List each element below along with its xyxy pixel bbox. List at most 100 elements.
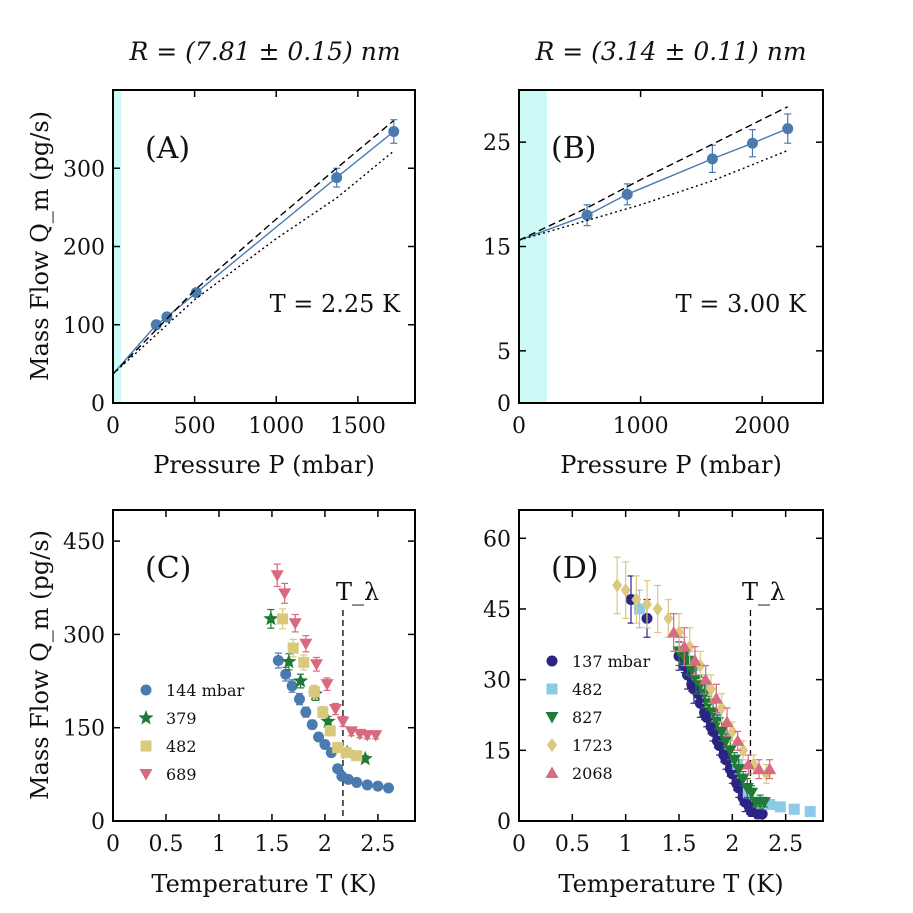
- panel-d-point: [788, 803, 800, 815]
- panel-d-lambda-label: T_λ: [742, 578, 785, 606]
- panel-c-point: [286, 680, 298, 692]
- panel-c-point: [329, 704, 343, 716]
- panel-d-xtick-label: 0.5: [555, 832, 590, 857]
- panel-c-legend-marker: [139, 769, 153, 781]
- panel-a-xtick-label: 500: [174, 414, 216, 439]
- panel-d-legend-label: 2068: [572, 764, 613, 783]
- title-left: R = (7.81 ± 0.15) nm: [128, 37, 400, 66]
- panel-d-point: [719, 735, 733, 748]
- panel-c-point: [299, 638, 313, 651]
- panel-c-point: [342, 773, 354, 785]
- panel-d-legend-label: 137 mbar: [572, 652, 651, 671]
- panel-d-point: [727, 754, 741, 767]
- panel-b-ytick-label: 5: [497, 340, 511, 365]
- panel-d-label: (D): [551, 551, 598, 586]
- panel-d-point: [706, 682, 716, 697]
- panel-c-legend-label: 689: [166, 765, 197, 784]
- panel-c-point: [372, 780, 384, 792]
- panel-d-point: [663, 611, 674, 626]
- panel-c-legend-marker: [138, 710, 154, 725]
- panel-c-point: [360, 730, 374, 742]
- panel-b-plot-area: [519, 106, 794, 241]
- panel-d-point: [774, 801, 786, 813]
- panel-a-plot-area: [113, 119, 400, 375]
- panel-c-point: [351, 776, 363, 788]
- panel-a-label: (A): [145, 131, 190, 166]
- panel-c-point: [270, 570, 284, 582]
- panel-c-point: [293, 693, 305, 705]
- panel-d-legend-marker: [547, 738, 557, 752]
- panel-d-xlabel: Temperature T (K): [558, 870, 783, 898]
- panel-c: 0 0.5 1 1.5 2 2.5 0 150 300 450 144 mbar 379 482 689: [63, 510, 415, 857]
- panel-c-point: [313, 731, 325, 743]
- panel-c-point: [277, 613, 289, 625]
- panel-c-point: [357, 750, 373, 766]
- panel-a-xtick-label: 1000: [248, 414, 304, 439]
- panel-c-legend-label: 144 mbar: [166, 681, 245, 700]
- panel-d-legend-marker: [546, 683, 558, 695]
- panel-c-point: [351, 750, 363, 762]
- panel-c-point: [317, 706, 329, 718]
- panel-d: 0 0.5 1 1.5 2 2.5 0 15 30 45 60 137 mbar 482 827 1723 2…: [483, 510, 823, 857]
- panel-b-label: (B): [551, 131, 596, 166]
- panel-d-legend-label: 827: [572, 708, 603, 727]
- panel-d-point: [731, 734, 745, 746]
- panel-c-point: [300, 706, 312, 718]
- panel-d-xtick-label: 1.5: [662, 832, 697, 857]
- panel-d-point: [710, 717, 724, 729]
- panel-c-point: [272, 655, 284, 667]
- panel-d-point: [705, 721, 717, 733]
- panel-d-plot-area: [612, 556, 816, 821]
- panel-c-point: [320, 679, 334, 691]
- panel-b-frame: [518, 89, 824, 404]
- panel-c-point: [336, 716, 350, 728]
- panel-c-legend-marker: [140, 684, 152, 696]
- panel-c-point: [288, 618, 302, 630]
- panel-c-xtick-label: 2.5: [360, 832, 395, 857]
- panel-d-xtick-label: 2.5: [768, 832, 803, 857]
- panel-d-point: [745, 787, 759, 800]
- panel-c-point: [278, 588, 292, 600]
- panel-b-upper-curve: [519, 106, 789, 241]
- panel-b: 0 1000 2000 0 5 15 25: [483, 90, 823, 439]
- panel-a-temperature: T = 2.25 K: [270, 290, 401, 318]
- panel-d-point: [731, 777, 743, 789]
- panel-d-point: [741, 757, 755, 770]
- panel-a: 0 500 1000 1500 0 100 200 300: [63, 90, 415, 439]
- panel-d-point: [676, 651, 690, 663]
- panel-c-point: [292, 673, 309, 688]
- panel-d-point: [709, 691, 723, 704]
- panel-c-point: [332, 742, 344, 754]
- panel-d-legend-marker: [545, 712, 559, 724]
- panel-d-ytick-label: 15: [483, 739, 511, 764]
- panel-c-point: [309, 659, 323, 671]
- panel-d-point: [718, 749, 730, 761]
- panel-c-ytick-label: 0: [91, 810, 105, 835]
- panel-b-ytick-label: 25: [483, 131, 511, 156]
- panel-d-ytick-label: 60: [483, 527, 511, 552]
- panel-a-ytick-label: 100: [63, 314, 105, 339]
- panel-c-point: [308, 686, 320, 698]
- panel-c-legend-label: 379: [166, 709, 197, 728]
- panel-d-point: [764, 799, 776, 811]
- panel-c-point: [340, 747, 352, 759]
- panel-b-fit-curve: [519, 127, 788, 241]
- panel-b-xtick-label: 2000: [734, 414, 790, 439]
- panel-c-lambda-label: T_λ: [336, 578, 379, 606]
- panel-c-point: [319, 738, 331, 750]
- panel-a-frame: [112, 89, 416, 404]
- panel-a-ytick-label: 0: [91, 392, 105, 417]
- panel-a-fit-curve: [113, 130, 395, 375]
- panel-d-ytick-label: 0: [497, 810, 511, 835]
- panel-c-point: [281, 653, 297, 669]
- panel-d-point: [688, 654, 702, 666]
- panel-c-point: [306, 719, 318, 731]
- panel-d-xtick-label: 0: [512, 832, 526, 857]
- panel-d-point: [720, 715, 734, 728]
- panel-d-point: [753, 797, 767, 809]
- panel-c-legend-marker: [140, 740, 152, 752]
- panel-d-point: [763, 762, 777, 775]
- panel-c-point: [287, 642, 299, 654]
- panel-b-xtick-label: 0: [512, 414, 526, 439]
- panel-b-temperature: T = 3.00 K: [676, 290, 807, 318]
